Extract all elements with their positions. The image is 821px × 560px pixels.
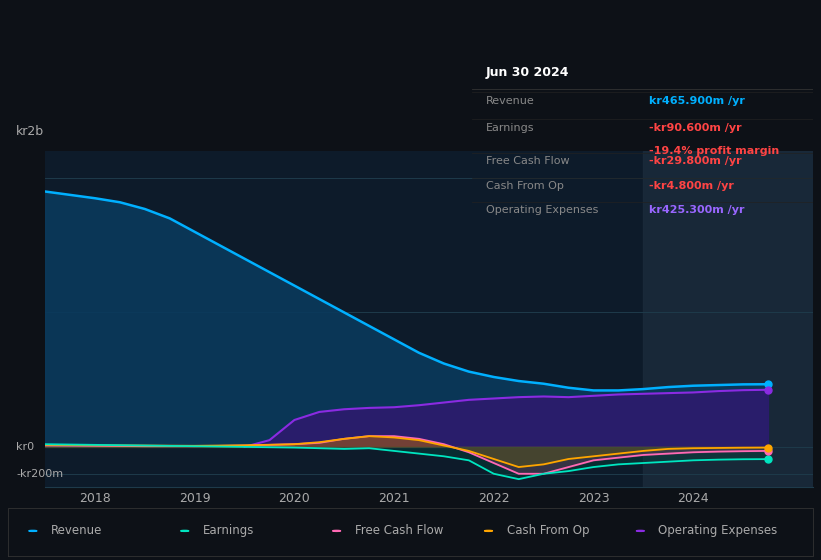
Ellipse shape <box>29 530 37 531</box>
Text: -19.4% profit margin: -19.4% profit margin <box>649 146 779 156</box>
Text: -kr4.800m /yr: -kr4.800m /yr <box>649 181 734 192</box>
Text: Cash From Op: Cash From Op <box>507 524 589 538</box>
Text: Earnings: Earnings <box>486 123 534 133</box>
Text: Free Cash Flow: Free Cash Flow <box>355 524 443 538</box>
Ellipse shape <box>636 530 644 531</box>
Text: Revenue: Revenue <box>51 524 103 538</box>
Text: kr425.300m /yr: kr425.300m /yr <box>649 205 745 215</box>
Text: -kr29.800m /yr: -kr29.800m /yr <box>649 156 742 166</box>
Text: -kr200m: -kr200m <box>16 469 63 479</box>
Text: Operating Expenses: Operating Expenses <box>658 524 777 538</box>
Text: Earnings: Earnings <box>203 524 255 538</box>
Text: Free Cash Flow: Free Cash Flow <box>486 156 569 166</box>
Ellipse shape <box>181 530 189 531</box>
Ellipse shape <box>484 530 493 531</box>
Text: Operating Expenses: Operating Expenses <box>486 205 598 215</box>
Text: Jun 30 2024: Jun 30 2024 <box>486 66 569 78</box>
Text: -kr90.600m /yr: -kr90.600m /yr <box>649 123 742 133</box>
Text: Revenue: Revenue <box>486 96 534 106</box>
Text: kr0: kr0 <box>16 442 34 452</box>
Text: kr2b: kr2b <box>16 125 44 138</box>
Bar <box>644 151 813 487</box>
Text: Cash From Op: Cash From Op <box>486 181 563 192</box>
Ellipse shape <box>333 530 341 531</box>
Text: kr465.900m /yr: kr465.900m /yr <box>649 96 745 106</box>
